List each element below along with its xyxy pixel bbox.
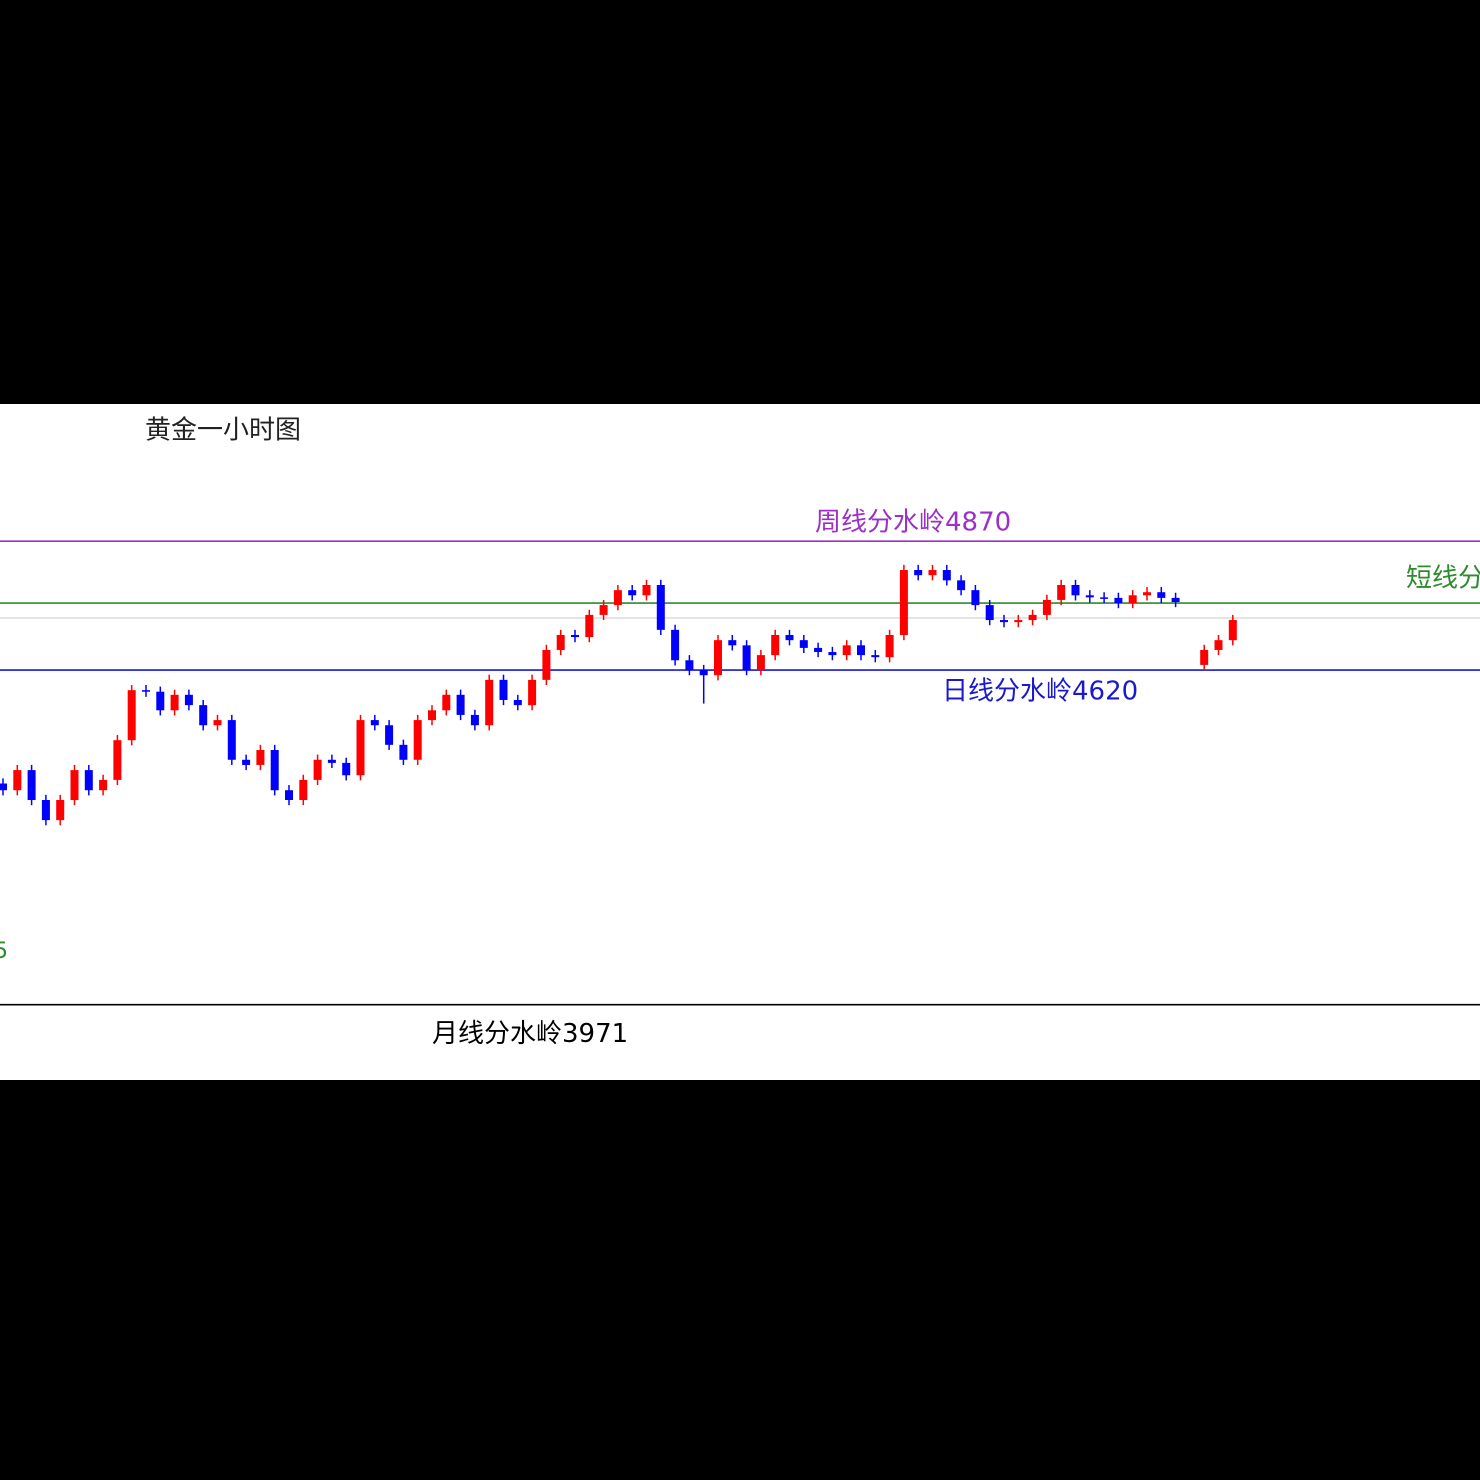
candle-body bbox=[413, 720, 422, 760]
candle-body bbox=[785, 635, 794, 641]
candle-body bbox=[442, 694, 451, 711]
level-label: 月线分水岭3971 bbox=[432, 1019, 628, 1049]
level-label: 短线分 bbox=[1406, 564, 1480, 594]
candle-body bbox=[628, 590, 637, 596]
candle-body bbox=[0, 783, 7, 791]
candle-body bbox=[1143, 592, 1151, 596]
level-label: 周线分水岭4870 bbox=[815, 508, 1011, 538]
candle-body bbox=[1128, 595, 1137, 604]
candle-body bbox=[142, 690, 150, 692]
candle-body bbox=[1000, 620, 1008, 623]
chart-title: 黄金一小时图 bbox=[145, 416, 301, 446]
candle-body bbox=[1114, 597, 1123, 604]
candle-body bbox=[756, 655, 765, 671]
candle-body bbox=[857, 645, 865, 656]
candle-body bbox=[1100, 597, 1109, 599]
candle-body bbox=[1085, 595, 1094, 598]
candle-body bbox=[127, 690, 136, 741]
candle-body bbox=[585, 614, 594, 638]
candle-body bbox=[742, 645, 751, 671]
candle-body bbox=[513, 699, 522, 706]
candle-body bbox=[685, 660, 694, 671]
candle-body bbox=[256, 749, 265, 765]
candle-body bbox=[370, 720, 379, 726]
candle-body bbox=[456, 694, 465, 715]
candle-body bbox=[728, 640, 737, 646]
candle-body bbox=[41, 800, 50, 821]
candle-body bbox=[699, 670, 708, 676]
candle-body bbox=[285, 790, 293, 801]
candle-body bbox=[885, 635, 894, 658]
candle-body bbox=[814, 647, 823, 653]
candle-body bbox=[642, 584, 651, 596]
plot-area bbox=[0, 404, 1480, 1080]
candle-body bbox=[1014, 620, 1023, 623]
candle-body bbox=[928, 570, 937, 576]
candle-body bbox=[299, 779, 308, 801]
candle-body bbox=[957, 580, 966, 591]
candle-body bbox=[1028, 614, 1037, 621]
candle-body bbox=[942, 570, 951, 581]
candle-body bbox=[385, 725, 394, 745]
candle-body bbox=[899, 570, 908, 636]
candle-body bbox=[213, 720, 222, 726]
candle-body bbox=[1171, 597, 1180, 603]
candle-body bbox=[985, 605, 994, 621]
candle-body bbox=[170, 694, 179, 711]
candle-body bbox=[27, 770, 36, 801]
candle-body bbox=[556, 635, 565, 650]
candle-body bbox=[1071, 584, 1080, 596]
candle-body bbox=[571, 635, 579, 638]
candle-body bbox=[184, 694, 193, 706]
candle-body bbox=[99, 779, 108, 791]
candle-body bbox=[1214, 640, 1223, 650]
candle-body bbox=[656, 584, 665, 630]
candle-body bbox=[842, 645, 851, 656]
candle-body bbox=[871, 655, 880, 658]
candle-body bbox=[356, 720, 365, 776]
candle-body bbox=[542, 649, 551, 680]
candle-body bbox=[1200, 649, 1209, 665]
candle-body bbox=[799, 640, 808, 648]
annotation: 5 bbox=[0, 939, 8, 964]
candle-body bbox=[1042, 599, 1051, 615]
candle-body bbox=[828, 652, 837, 656]
level-label: 日线分水岭4620 bbox=[942, 677, 1138, 707]
candle-body bbox=[613, 590, 622, 606]
candle-body bbox=[399, 744, 408, 760]
candle-body bbox=[342, 762, 351, 776]
candle-body bbox=[156, 691, 165, 711]
candle-body bbox=[1057, 584, 1066, 600]
candle-body bbox=[84, 770, 93, 791]
candle-body bbox=[313, 759, 322, 780]
candle-body bbox=[13, 770, 22, 791]
candle-body bbox=[714, 640, 722, 676]
candle-body bbox=[470, 714, 479, 726]
candle-body bbox=[1228, 620, 1237, 641]
candle-body bbox=[528, 679, 537, 706]
candle-body bbox=[428, 710, 436, 721]
candle-body bbox=[914, 570, 923, 576]
candle-body bbox=[485, 679, 494, 726]
candle-body bbox=[327, 759, 336, 763]
candle-body bbox=[671, 629, 680, 661]
candle-body bbox=[199, 705, 208, 726]
candle-body bbox=[242, 759, 251, 765]
candle-body bbox=[771, 635, 780, 656]
candle-body bbox=[70, 770, 79, 801]
candle-body bbox=[56, 800, 65, 821]
candle-body bbox=[1157, 592, 1166, 598]
candle-body bbox=[227, 720, 236, 760]
candle-body bbox=[499, 679, 508, 700]
candle-body bbox=[971, 590, 980, 606]
candle-body bbox=[599, 605, 608, 615]
candle-body bbox=[270, 749, 279, 791]
candle-body bbox=[113, 740, 122, 780]
